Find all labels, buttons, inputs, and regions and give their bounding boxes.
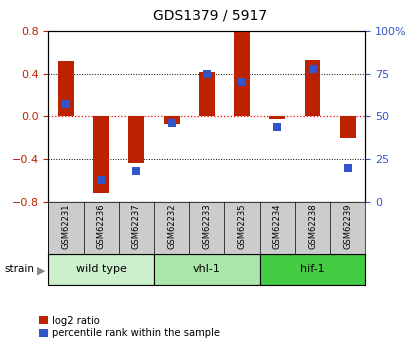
Legend: log2 ratio, percentile rank within the sample: log2 ratio, percentile rank within the s…	[39, 316, 220, 338]
Text: GSM62231: GSM62231	[61, 204, 71, 249]
Text: strain: strain	[4, 264, 34, 274]
Point	[344, 165, 351, 170]
Text: GSM62236: GSM62236	[97, 204, 106, 249]
Text: GSM62239: GSM62239	[343, 204, 352, 249]
Bar	[164, 117, 179, 124]
Text: hif-1: hif-1	[300, 264, 325, 274]
Text: GSM62238: GSM62238	[308, 204, 317, 249]
Bar	[234, 31, 250, 117]
Text: GSM62235: GSM62235	[238, 204, 247, 249]
Bar	[199, 72, 215, 117]
Bar	[304, 60, 320, 117]
Point	[133, 168, 140, 174]
Text: GSM62237: GSM62237	[132, 204, 141, 249]
Point	[98, 177, 105, 183]
Point	[274, 124, 281, 129]
Bar	[93, 117, 109, 193]
Point	[309, 66, 316, 71]
Point	[63, 102, 69, 107]
Text: GSM62233: GSM62233	[202, 204, 211, 249]
Point	[203, 71, 210, 77]
Point	[239, 80, 245, 85]
Text: vhl-1: vhl-1	[193, 264, 221, 274]
Bar	[129, 117, 144, 164]
Bar	[340, 117, 356, 138]
Bar	[154, 254, 260, 285]
Text: wild type: wild type	[76, 264, 126, 274]
Text: GSM62234: GSM62234	[273, 204, 282, 249]
Bar	[58, 61, 74, 117]
Text: ▶: ▶	[37, 266, 45, 276]
Bar	[260, 254, 365, 285]
Text: GSM62232: GSM62232	[167, 204, 176, 249]
Bar	[48, 254, 154, 285]
Point	[168, 120, 175, 126]
Bar	[269, 117, 285, 119]
Text: GDS1379 / 5917: GDS1379 / 5917	[153, 9, 267, 23]
